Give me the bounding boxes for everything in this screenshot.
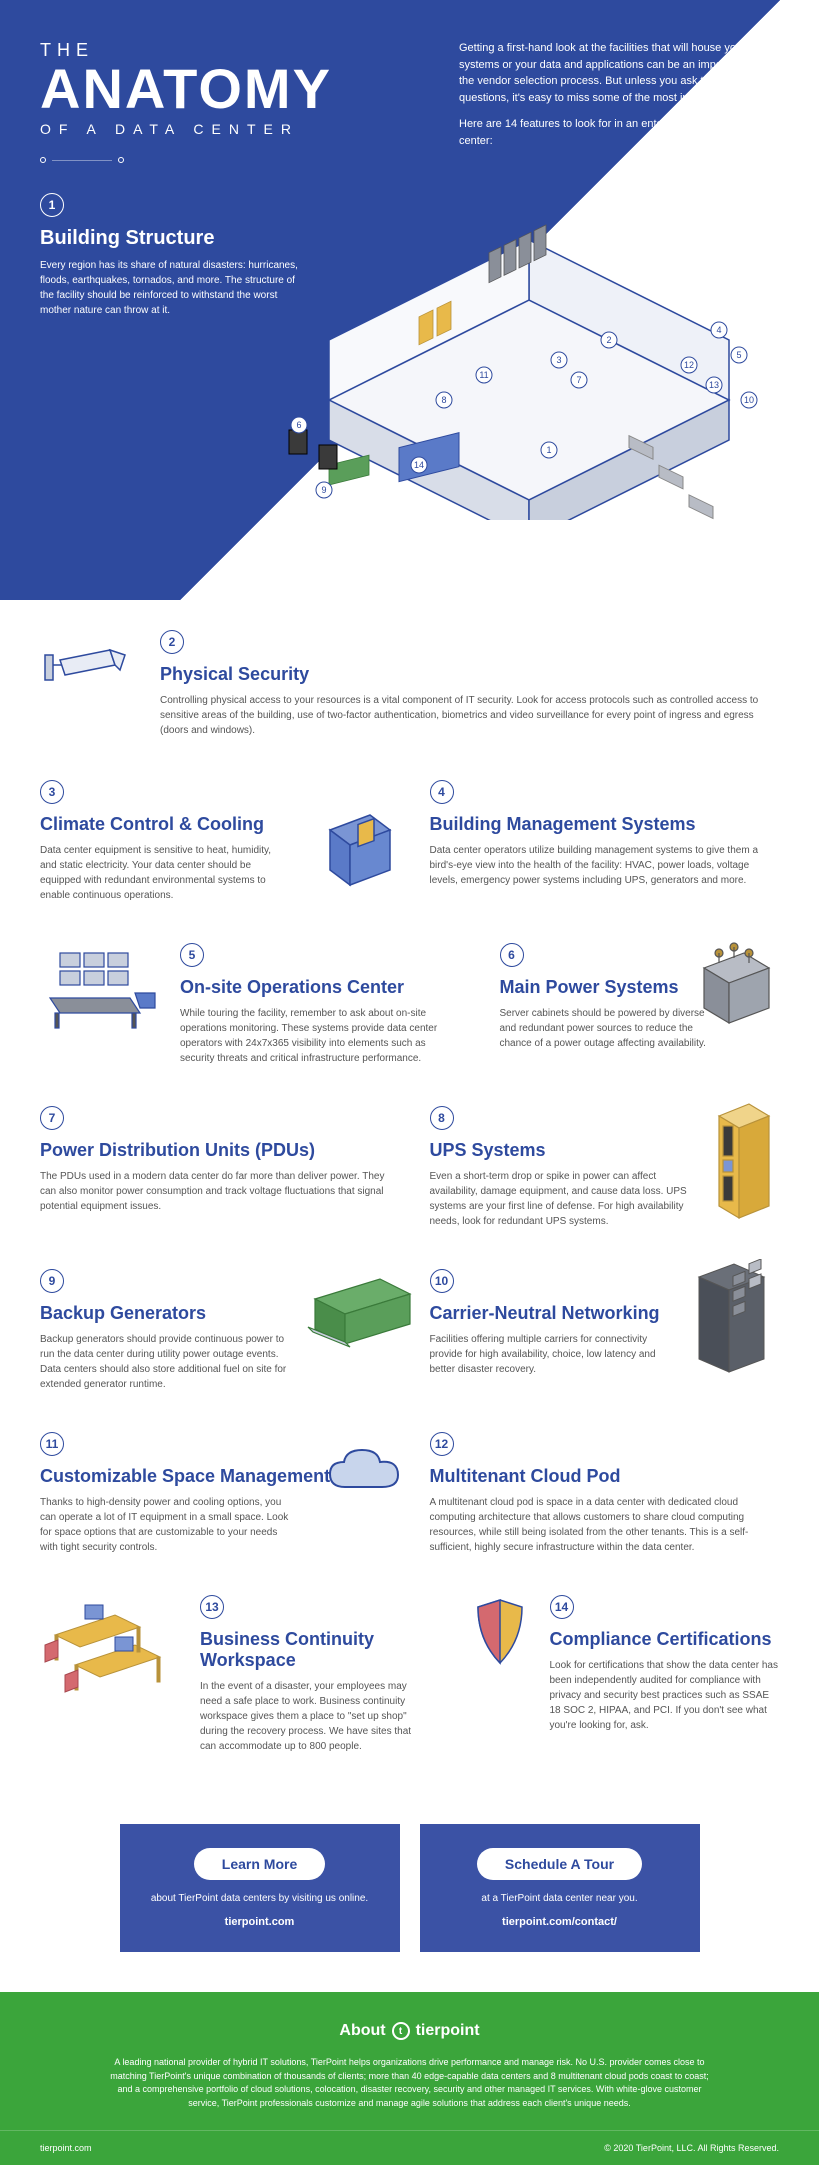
feature-12-body: A multitenant cloud pod is space in a da… [430,1495,780,1555]
cta-tour-text: at a TierPoint data center near you. [450,1892,670,1906]
isometric-building-illustration: 1 2 3 4 5 6 7 8 9 10 11 12 13 14 [269,200,789,520]
feature-8: 8 UPS Systems Even a short-term drop or … [430,1106,780,1229]
feature-7: 7 Power Distribution Units (PDUs) The PD… [40,1106,390,1229]
shield-icon [470,1595,530,1670]
cta-schedule-tour: Schedule A Tour at a TierPoint data cent… [420,1824,700,1952]
svg-text:7: 7 [576,375,581,385]
camera-icon [40,630,140,700]
feature-2-body: Controlling physical access to your reso… [160,693,779,738]
hvac-unit-icon [310,800,400,890]
svg-text:13: 13 [709,380,719,390]
feature-14-title: Compliance Certifications [550,1629,780,1650]
feature-11: 11 Customizable Space Management Thanks … [40,1432,390,1555]
feature-14-body: Look for certifications that show the da… [550,1658,780,1733]
feature-10-body: Facilities offering multiple carriers fo… [430,1332,660,1377]
feature-9-body: Backup generators should provide continu… [40,1332,290,1392]
feature-1-title: Building Structure [40,227,300,250]
intro-p1: Getting a first-hand look at the facilit… [459,40,779,106]
badge-4: 4 [430,780,454,804]
badge-1: 1 [40,193,64,217]
footer-heading: About t tierpoint [60,2022,759,2040]
svg-text:10: 10 [744,395,754,405]
badge-2: 2 [160,630,184,654]
feature-3: 3 Climate Control & Cooling Data center … [40,780,390,903]
cloud-icon [320,1442,410,1502]
svg-text:14: 14 [414,460,424,470]
feature-13-body: In the event of a disaster, your employe… [200,1679,430,1754]
badge-10: 10 [430,1269,454,1293]
feature-8-body: Even a short-term drop or spike in power… [430,1169,690,1229]
feature-2: 2 Physical Security Controlling physical… [40,630,779,740]
feature-13-title: Business Continuity Workspace [200,1629,430,1671]
feature-12: 12 Multitenant Cloud Pod A multitenant c… [430,1432,780,1555]
badge-11: 11 [40,1432,64,1456]
badge-12: 12 [430,1432,454,1456]
svg-text:4: 4 [716,325,721,335]
feature-9: 9 Backup Generators Backup generators sh… [40,1269,390,1392]
brand-name: tierpoint [416,2022,480,2040]
feature-13: 13 Business Continuity Workspace In the … [40,1595,430,1754]
footer-copyright: © 2020 TierPoint, LLC. All Rights Reserv… [604,2143,779,2153]
feature-7-body: The PDUs used in a modern data center do… [40,1169,390,1214]
feature-3-body: Data center equipment is sensitive to he… [40,843,280,903]
feature-5-title: On-site Operations Center [180,977,460,998]
feature-7-title: Power Distribution Units (PDUs) [40,1140,390,1161]
noc-desk-icon [40,943,160,1033]
feature-14: 14 Compliance Certifications Look for ce… [470,1595,780,1754]
badge-7: 7 [40,1106,64,1130]
features-list: 2 Physical Security Controlling physical… [0,600,819,1824]
svg-text:3: 3 [556,355,561,365]
badge-6: 6 [500,943,524,967]
tierpoint-logo-icon: t [392,2022,410,2040]
badge-9: 9 [40,1269,64,1293]
feature-4: 4 Building Management Systems Data cente… [430,780,780,903]
feature-11-body: Thanks to high-density power and cooling… [40,1495,290,1555]
svg-text:2: 2 [606,335,611,345]
badge-3: 3 [40,780,64,804]
cta-tour-url[interactable]: tierpoint.com/contact/ [450,1916,670,1928]
feature-6: 6 Main Power Systems Server cabinets sho… [500,943,780,1066]
svg-text:9: 9 [321,485,326,495]
generator-icon [300,1269,420,1349]
svg-text:11: 11 [479,370,488,380]
feature-4-body: Data center operators utilize building m… [430,843,780,888]
feature-5-body: While touring the facility, remember to … [180,1006,460,1066]
feature-6-body: Server cabinets should be powered by div… [500,1006,720,1051]
badge-13: 13 [200,1595,224,1619]
workspace-desks-icon [40,1595,180,1705]
schedule-tour-button[interactable]: Schedule A Tour [477,1848,642,1880]
feature-10: 10 Carrier-Neutral Networking Facilities… [430,1269,780,1392]
badge-5: 5 [180,943,204,967]
feature-12-title: Multitenant Cloud Pod [430,1466,780,1487]
svg-text:6: 6 [296,420,301,430]
cta-learn-more: Learn More about TierPoint data centers … [120,1824,400,1952]
feature-1-body: Every region has its share of natural di… [40,258,300,318]
footer-bar: tierpoint.com © 2020 TierPoint, LLC. All… [0,2130,819,2165]
cta-learn-url[interactable]: tierpoint.com [150,1916,370,1928]
svg-text:12: 12 [684,360,694,370]
cta-learn-text: about TierPoint data centers by visiting… [150,1892,370,1906]
footer-body: A leading national provider of hybrid IT… [110,2056,710,2110]
hero-section: THE ANATOMY OF A DATA CENTER Getting a f… [0,0,819,600]
feature-5: 5 On-site Operations Center While tourin… [40,943,460,1066]
svg-text:5: 5 [736,350,741,360]
cta-row: Learn More about TierPoint data centers … [0,1824,819,1992]
about-label: About [339,2022,385,2040]
svg-text:8: 8 [441,395,446,405]
footer-url[interactable]: tierpoint.com [40,2143,92,2153]
badge-14: 14 [550,1595,574,1619]
feature-1: 1 Building Structure Every region has it… [40,193,300,318]
svg-text:1: 1 [546,445,551,455]
feature-2-title: Physical Security [160,664,779,685]
learn-more-button[interactable]: Learn More [194,1848,325,1880]
feature-4-title: Building Management Systems [430,814,780,835]
badge-8: 8 [430,1106,454,1130]
intro-text: Getting a first-hand look at the facilit… [459,40,779,159]
intro-p2: Here are 14 features to look for in an e… [459,116,779,149]
ups-cabinet-icon [709,1096,779,1226]
network-rack-icon [689,1259,779,1379]
transformer-icon [689,933,779,1033]
footer: About t tierpoint A leading national pro… [0,1992,819,2130]
